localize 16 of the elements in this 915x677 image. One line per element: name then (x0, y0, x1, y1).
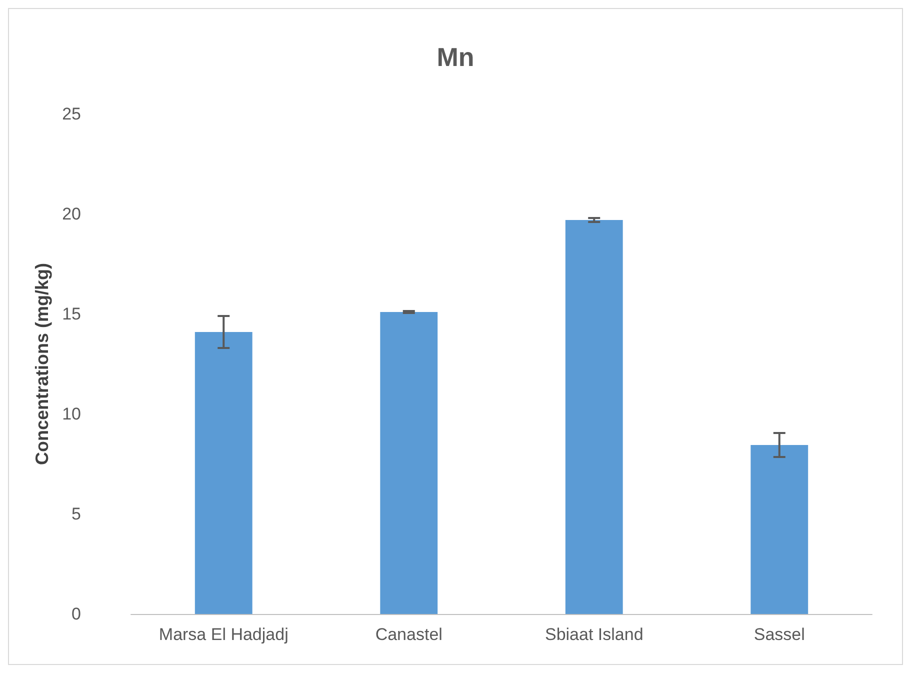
y-axis-title: Concentrations (mg/kg) (32, 262, 52, 466)
x-tick-label: Canastel (375, 625, 442, 644)
bar (750, 445, 808, 614)
x-tick-label: Sbiaat Island (544, 625, 644, 644)
bar (565, 220, 623, 614)
y-tick-label: 25 (62, 104, 81, 124)
x-tick-label: Sassel (754, 625, 805, 644)
x-tick-label: Marsa El Hadjadj (158, 625, 288, 644)
y-tick-label: 10 (62, 404, 81, 424)
y-tick-label: 0 (72, 604, 81, 624)
y-tick-label: 5 (72, 504, 81, 524)
bar (194, 332, 252, 614)
bar (380, 312, 438, 614)
y-tick-label: 20 (62, 204, 81, 224)
y-tick-label: 15 (62, 304, 81, 324)
chart-title: Mn (436, 42, 474, 72)
